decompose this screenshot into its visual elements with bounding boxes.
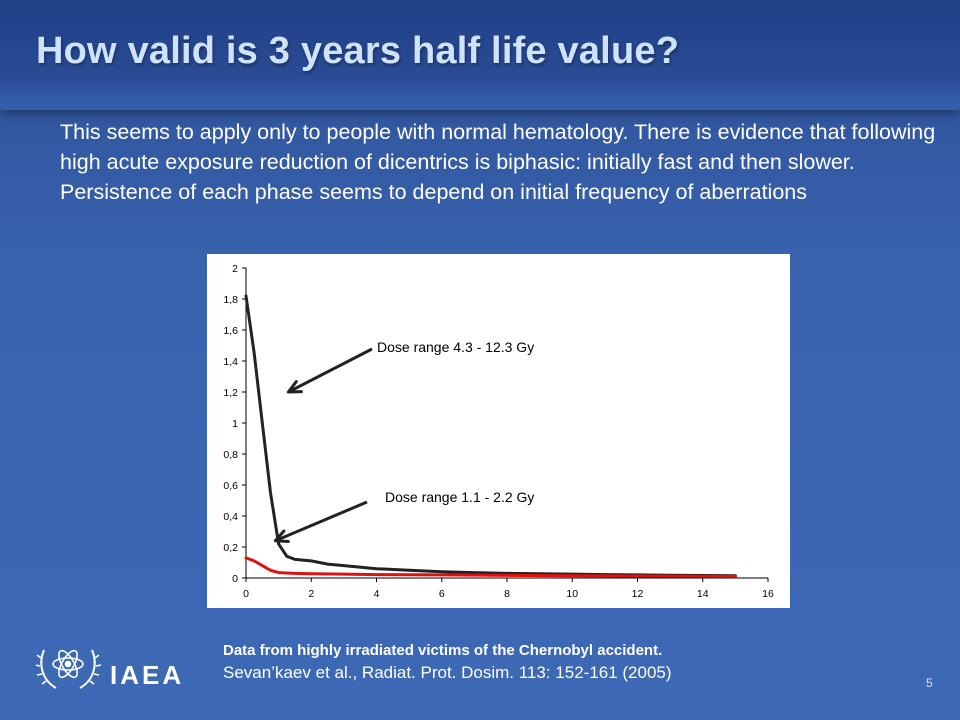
x-tick-label: 4 (374, 588, 380, 600)
chart-svg: 0 0,2 0,4 0,6 0,8 1 1,2 1,4 1,6 1,8 2 0 2 4 6 8 10 12 14 16 (223, 263, 774, 600)
page-number: 5 (926, 676, 933, 690)
slide-title: How valid is 3 years half life value? (36, 30, 680, 72)
annotation-arrow-2 (274, 500, 368, 543)
y-tick-label: 0,6 (223, 480, 238, 492)
caption-line-1: Data from highly irradiated victims of t… (223, 642, 663, 659)
x-tick-label: 14 (697, 588, 709, 600)
y-tick-label: 0 (232, 573, 238, 585)
y-tick-label: 0,2 (223, 542, 238, 554)
x-tick-label: 2 (308, 588, 314, 600)
x-tick-label: 12 (632, 588, 644, 600)
x-tick-label: 8 (504, 588, 510, 600)
series-line-1 (244, 294, 737, 578)
chart: 0 0,2 0,4 0,6 0,8 1 1,2 1,4 1,6 1,8 2 0 2 4 6 8 10 12 14 16… (207, 254, 790, 608)
y-tick-label: 1,6 (223, 325, 238, 337)
y-tick-label: 1 (232, 418, 238, 430)
annotation-arrowhead-2 (273, 529, 290, 543)
annotation-low-dose: Dose range 1.1 - 2.2 Gy (385, 489, 535, 505)
series-line-2 (244, 556, 737, 578)
y-tick-label: 1,2 (223, 387, 238, 399)
x-tick-label: 10 (566, 588, 578, 600)
iaea-logo-icon (36, 649, 102, 689)
x-tick-label: 0 (243, 588, 249, 600)
slide-body-text: This seems to apply only to people with … (60, 120, 936, 204)
x-tick-label: 16 (762, 588, 774, 600)
y-tick-label: 1,8 (223, 294, 238, 306)
source-caption: Data from highly irradiated victims of t… (223, 640, 672, 684)
y-tick-label: 0,4 (223, 511, 238, 523)
annotation-arrow-1 (287, 347, 373, 394)
title-bar (0, 0, 960, 110)
annotation-high-dose: Dose range 4.3 - 12.3 Gy (377, 339, 535, 355)
iaea-logo-text: IAEA (110, 660, 185, 690)
x-tick-label: 6 (439, 588, 445, 600)
annotation-arrowhead-1 (286, 380, 303, 394)
y-tick-label: 2 (232, 263, 238, 275)
caption-line-2: Sevan’kaev et al., Radiat. Prot. Dosim. … (223, 663, 672, 682)
y-tick-label: 1,4 (223, 356, 238, 368)
y-tick-label: 0,8 (223, 449, 238, 461)
